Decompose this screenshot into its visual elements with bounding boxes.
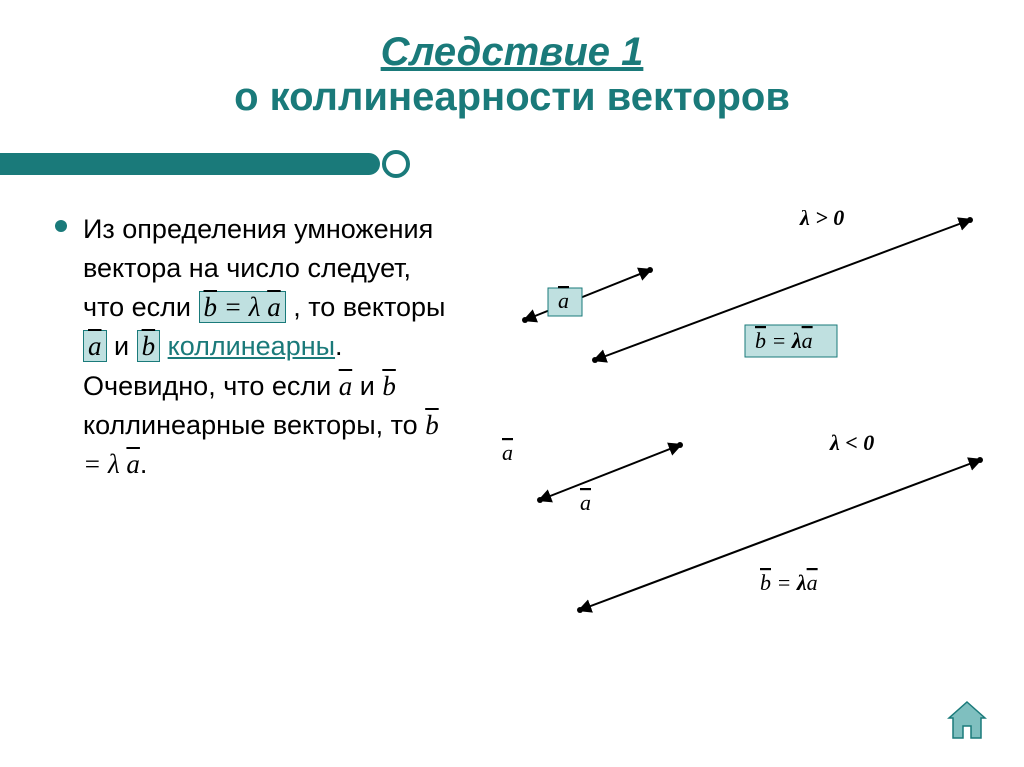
title-line-2: о коллинеарности векторов bbox=[0, 75, 1024, 120]
svg-text:b = λa: b = λa bbox=[760, 570, 818, 595]
decor-circle bbox=[382, 150, 410, 178]
vector-b-highlight: b bbox=[137, 330, 161, 362]
title-line-1: Следствие 1 bbox=[0, 30, 1024, 75]
body-content: Из определения умножения вектора на числ… bbox=[55, 210, 455, 484]
equation-highlight-1: b = λ a bbox=[199, 291, 286, 323]
slide-title: Следствие 1 о коллинеарности векторов bbox=[0, 30, 1024, 120]
decor-bar bbox=[0, 153, 380, 175]
body-text: Из определения умножения вектора на числ… bbox=[83, 210, 455, 484]
text-part-6: и bbox=[360, 371, 383, 401]
svg-text:λ > 0: λ > 0 bbox=[799, 210, 844, 230]
vector-b-plain: b bbox=[382, 371, 396, 401]
title-decor bbox=[0, 150, 410, 178]
bullet-icon bbox=[55, 220, 67, 232]
text-part-8: . bbox=[140, 449, 148, 479]
vector-a-plain: a bbox=[339, 371, 353, 401]
text-part-7: коллинеарные векторы, то bbox=[83, 410, 425, 440]
svg-text:a: a bbox=[502, 440, 513, 465]
collinear-link[interactable]: коллинеарны bbox=[168, 331, 335, 361]
svg-text:b = λa: b = λa bbox=[755, 328, 813, 353]
home-button[interactable] bbox=[945, 698, 989, 742]
text-part-3: и bbox=[114, 331, 137, 361]
home-icon bbox=[945, 698, 989, 742]
svg-text:λ < 0: λ < 0 bbox=[829, 430, 874, 455]
svg-text:a: a bbox=[580, 490, 591, 515]
text-part-2: , то векторы bbox=[293, 292, 445, 322]
vector-diagram: λ > 0 a b = λa λ < 0 a b = λa a bbox=[480, 210, 1000, 640]
svg-text:a: a bbox=[558, 288, 569, 313]
vector-a-highlight: a bbox=[83, 330, 107, 362]
